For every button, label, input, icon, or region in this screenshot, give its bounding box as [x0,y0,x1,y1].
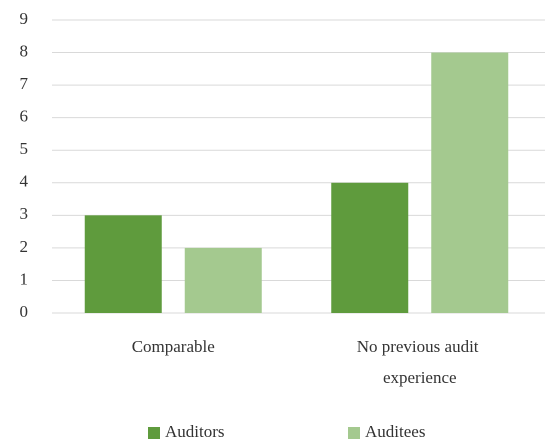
y-tick-label: 7 [20,74,29,93]
x-tick-label-line: No previous audit [357,337,483,356]
legend-label: Auditees [365,422,425,441]
y-tick-label: 3 [20,204,29,223]
x-tick-label: No previous audit experience [357,337,483,387]
y-tick-label: 0 [20,302,29,321]
y-tick-label: 1 [20,269,29,288]
y-tick-label: 4 [20,172,29,191]
bar [331,182,409,313]
legend-swatch [148,427,160,439]
y-tick-label: 2 [20,237,29,256]
bar [184,247,262,313]
x-tick-label-line: experience [383,368,457,387]
legend-swatch [348,427,360,439]
y-tick-label: 5 [20,139,29,158]
y-tick-label: 9 [20,9,29,28]
x-tick-label: Comparable [132,337,215,356]
legend-label: Auditors [165,422,225,441]
bar [84,215,162,313]
y-tick-label: 6 [20,107,29,126]
y-tick-label: 8 [20,41,29,60]
bar [431,52,509,314]
